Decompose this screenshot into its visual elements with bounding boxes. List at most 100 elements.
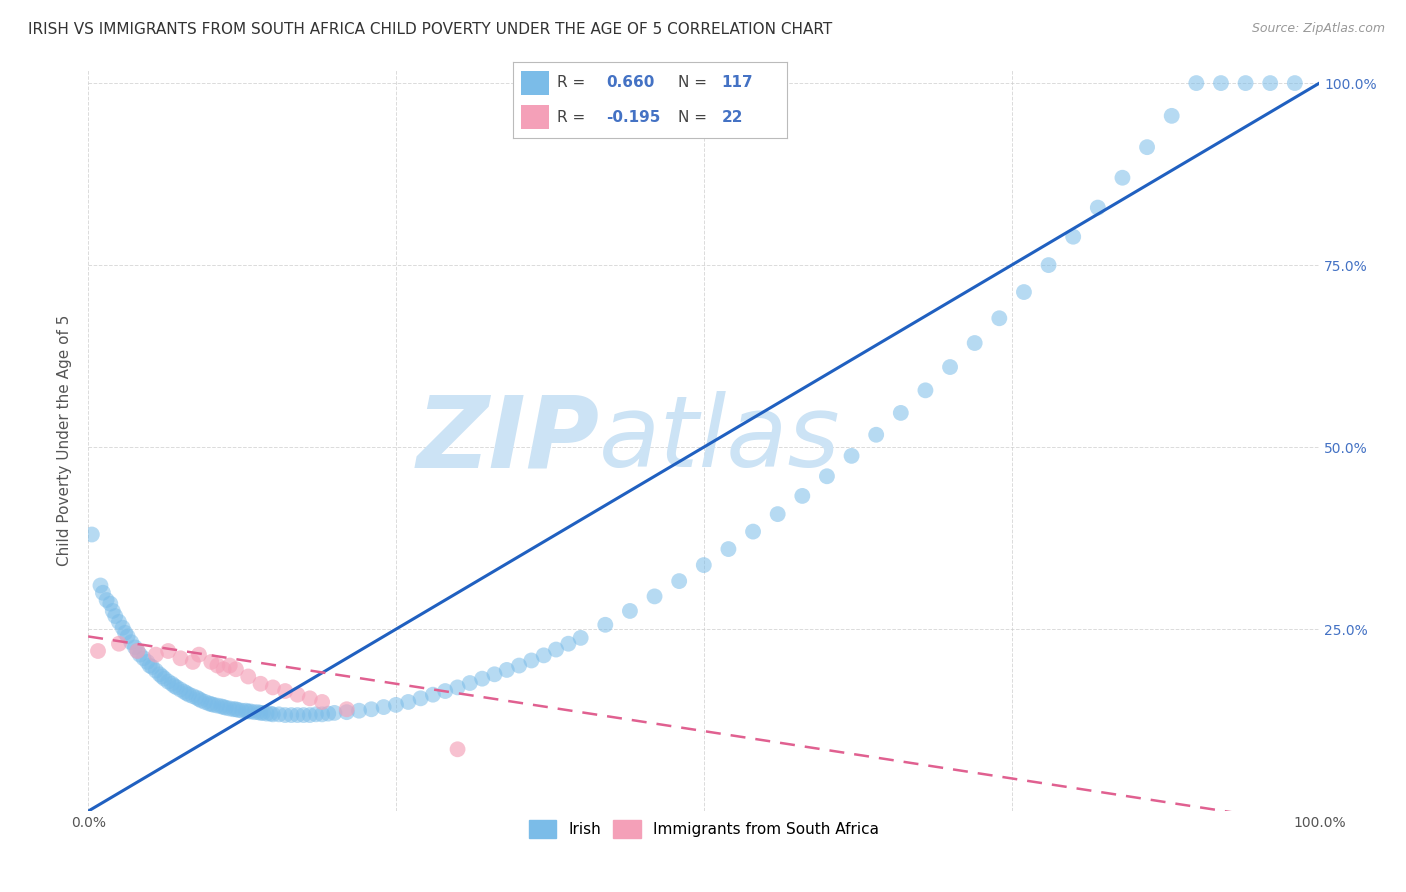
Text: IRISH VS IMMIGRANTS FROM SOUTH AFRICA CHILD POVERTY UNDER THE AGE OF 5 CORRELATI: IRISH VS IMMIGRANTS FROM SOUTH AFRICA CH… (28, 22, 832, 37)
Point (188, 648, 211, 662)
Point (287, 708, 309, 723)
Point (249, 677, 271, 691)
Point (409, 691, 432, 706)
Text: Source: ZipAtlas.com: Source: ZipAtlas.com (1251, 22, 1385, 36)
Point (305, 707, 328, 722)
Point (179, 688, 201, 702)
Bar (522, 70, 548, 95)
Point (471, 672, 494, 686)
Point (323, 706, 346, 720)
Bar (522, 105, 548, 129)
Point (262, 681, 284, 695)
Point (963, 336, 986, 351)
Point (228, 703, 250, 717)
Point (311, 695, 333, 709)
Point (212, 662, 235, 676)
Point (360, 702, 382, 716)
Point (200, 697, 222, 711)
Point (108, 615, 131, 629)
Point (128, 648, 150, 662)
Point (298, 691, 321, 706)
Point (336, 705, 359, 719)
Point (218, 658, 240, 673)
Point (446, 681, 468, 695)
Text: N =: N = (678, 76, 711, 90)
Point (200, 655, 222, 669)
Point (80, 527, 103, 541)
Point (190, 693, 212, 707)
Point (145, 648, 167, 662)
Point (458, 676, 481, 690)
Point (1012, 285, 1035, 299)
Point (914, 384, 936, 398)
Point (316, 706, 339, 721)
Text: 117: 117 (721, 76, 754, 90)
Point (347, 704, 370, 718)
Point (176, 686, 198, 700)
Point (218, 701, 240, 715)
Point (87, 644, 110, 658)
Point (841, 449, 863, 463)
Point (520, 653, 543, 667)
Point (865, 427, 887, 442)
Point (557, 637, 579, 651)
Point (434, 684, 457, 698)
Point (262, 707, 284, 722)
Point (239, 705, 262, 719)
Point (202, 698, 225, 712)
Point (198, 697, 221, 711)
Point (238, 669, 260, 683)
Point (668, 574, 690, 588)
Point (186, 690, 208, 705)
Point (225, 662, 247, 676)
Point (148, 667, 170, 681)
Point (533, 648, 555, 663)
Point (145, 664, 167, 678)
Text: atlas: atlas (599, 392, 841, 488)
Point (157, 644, 180, 658)
Point (160, 677, 183, 691)
Point (298, 708, 321, 723)
Point (104, 609, 127, 624)
Point (1087, 201, 1109, 215)
Point (181, 689, 204, 703)
Text: R =: R = (557, 76, 591, 90)
Text: -0.195: -0.195 (606, 110, 661, 125)
Point (96, 593, 118, 607)
Point (181, 655, 204, 669)
Point (188, 692, 211, 706)
Point (1209, 76, 1232, 90)
Point (209, 699, 232, 714)
Point (111, 621, 134, 635)
Point (396, 695, 419, 709)
Point (136, 655, 159, 669)
Point (717, 542, 740, 557)
Point (274, 708, 297, 723)
Point (256, 706, 278, 721)
Point (173, 685, 195, 699)
Point (91, 586, 114, 600)
Point (988, 311, 1011, 326)
Point (163, 679, 186, 693)
Point (287, 688, 309, 702)
Point (619, 604, 641, 618)
Point (117, 629, 139, 643)
Point (101, 604, 124, 618)
Point (274, 684, 297, 698)
Point (243, 705, 266, 719)
Point (544, 642, 567, 657)
Point (124, 640, 146, 655)
Point (207, 698, 229, 713)
Point (336, 702, 359, 716)
Text: 22: 22 (721, 110, 742, 125)
Point (89, 578, 111, 592)
Point (141, 660, 163, 674)
Point (150, 669, 173, 683)
Point (1062, 229, 1084, 244)
Point (267, 707, 290, 722)
Point (212, 700, 235, 714)
Text: 0.660: 0.660 (606, 76, 655, 90)
Point (98, 597, 121, 611)
Point (373, 700, 395, 714)
Point (569, 631, 592, 645)
